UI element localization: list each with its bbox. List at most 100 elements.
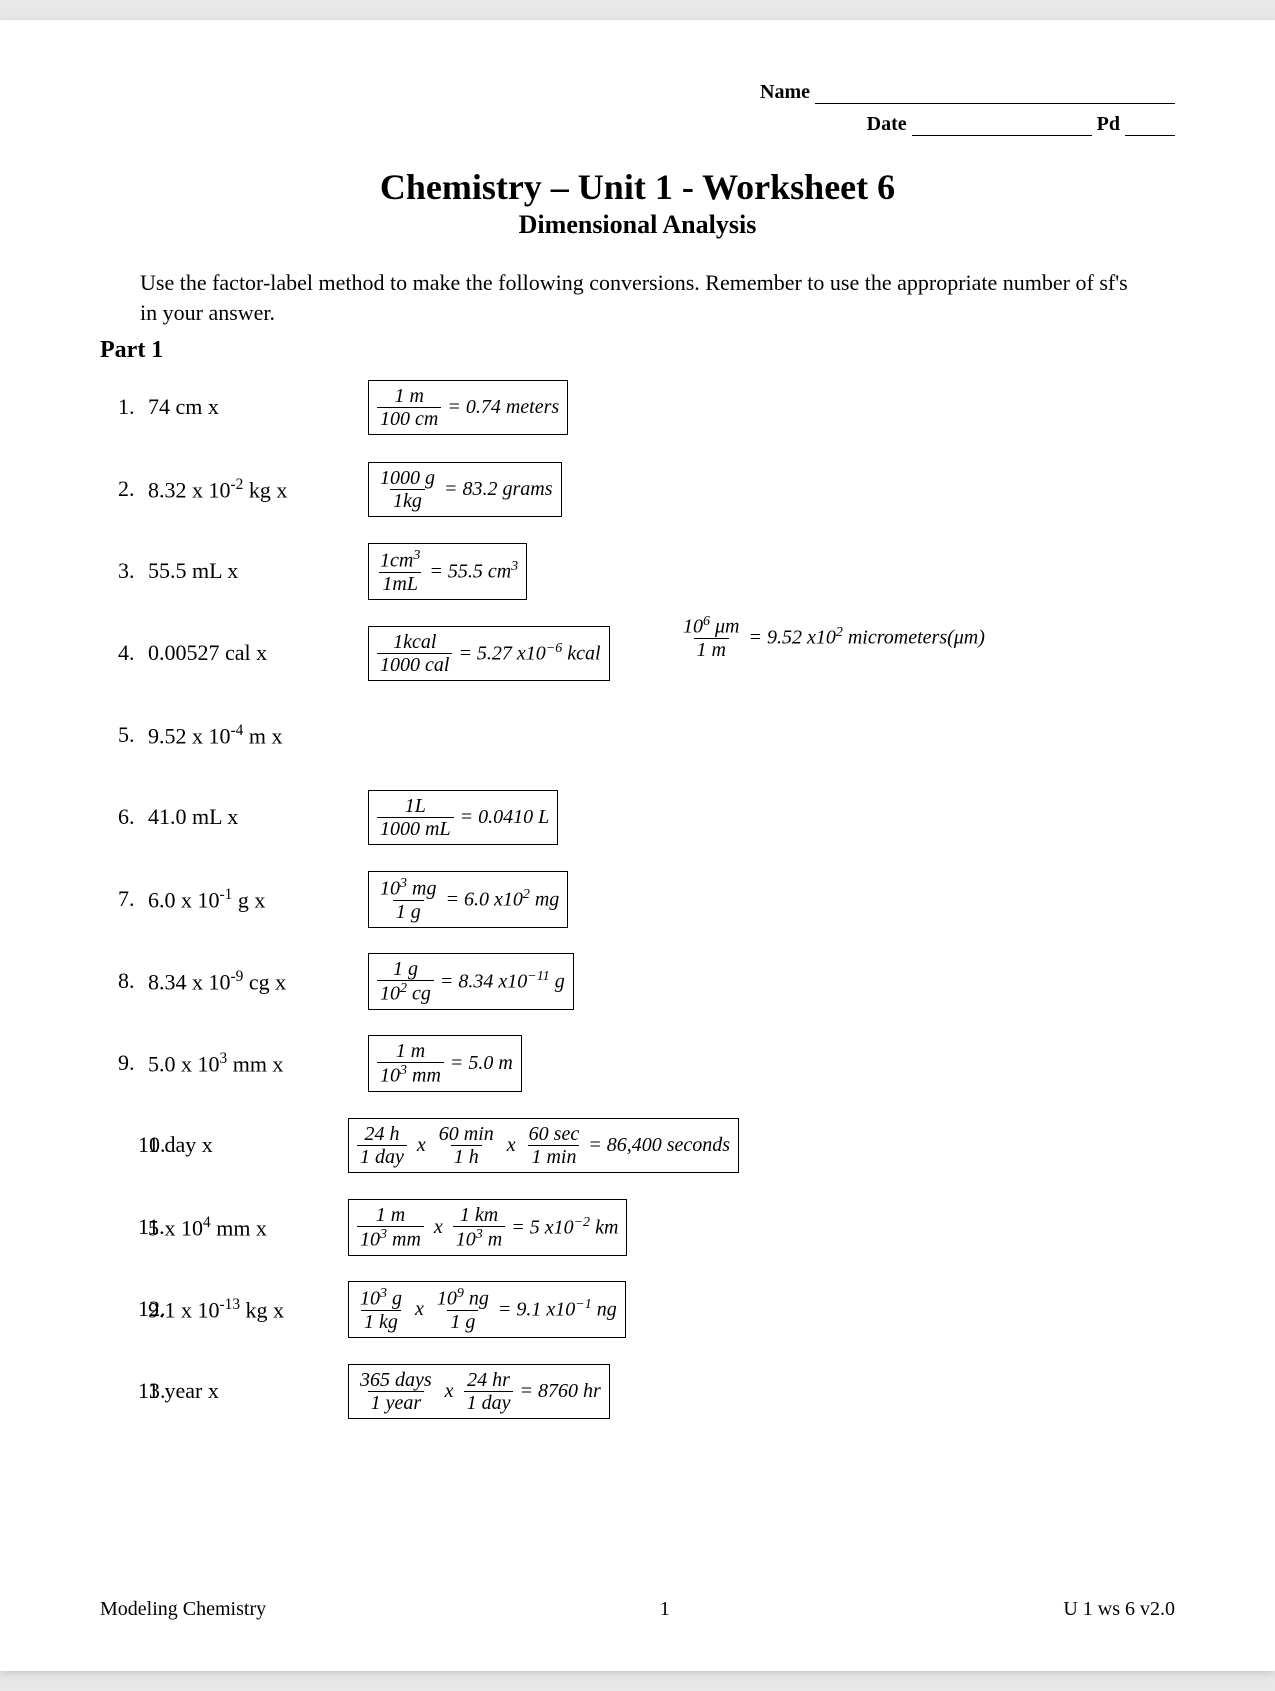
problem-number: 5. (100, 722, 148, 748)
side-answer-result: = 9.52 x102 micrometers(μm) (748, 625, 984, 650)
problem-row: 10.1 day x 24 h1 day x 60 min1 h x 60 sec1 mi… (100, 1106, 1175, 1184)
answer-result: = 8760 hr (519, 1380, 600, 1403)
fraction-numerator: 103 g (357, 1286, 405, 1310)
fraction-numerator: 1 m (373, 1204, 408, 1226)
answer-box: 1cm31mL = 55.5 cm3 (368, 543, 527, 600)
problem-number: 10. (100, 1132, 148, 1158)
fraction-denominator: 103 mm (357, 1226, 424, 1251)
footer-left: Modeling Chemistry (100, 1598, 266, 1621)
fraction-numerator: 106 μm (680, 614, 742, 638)
problem-row: 5.9.52 x 10-4 m x (100, 696, 1175, 774)
fraction: 1kcal1000 cal (377, 631, 452, 676)
fraction-numerator: 1 g (390, 958, 421, 980)
problem-given: 8.32 x 10-2 kg x (148, 476, 368, 503)
header-fields: Name Date Pd (100, 80, 1175, 136)
fraction: 60 sec1 min (526, 1123, 583, 1168)
problem-given: 6.0 x 10-1 g x (148, 886, 368, 913)
problem-number: 1. (100, 394, 148, 420)
fraction-denominator: 100 cm (377, 407, 441, 430)
fraction-numerator: 1 m (391, 385, 426, 407)
fraction-numerator: 365 days (357, 1369, 435, 1391)
fraction-numerator: 24 hr (464, 1369, 513, 1391)
fraction-denominator: 1 m (694, 638, 729, 661)
problem-number: 7. (100, 886, 148, 912)
fraction-denominator: 1000 cal (377, 653, 452, 676)
fraction: 24 hr1 day (464, 1369, 514, 1414)
fraction: 1L1000 mL (377, 795, 454, 840)
answer-result: = 9.1 x10−1 ng (498, 1297, 617, 1322)
problem-number: 8. (100, 968, 148, 994)
answer-result: = 5.27 x10−6 kcal (458, 641, 600, 666)
fraction-numerator: 1kcal (390, 631, 439, 653)
problem-row: 9.5.0 x 103 mm x1 m103 mm= 5.0 m (100, 1024, 1175, 1102)
fraction-denominator: 1 day (357, 1145, 407, 1168)
fraction: 1 g102 cg (377, 958, 434, 1005)
fraction: 106 μm1 m (680, 614, 742, 661)
problem-number: 12. (100, 1296, 148, 1322)
pd-label: Pd (1097, 113, 1120, 135)
problem-given: 55.5 mL x (148, 558, 368, 584)
name-blank[interactable] (815, 80, 1175, 104)
fraction-denominator: 1mL (379, 572, 421, 595)
answer-result: = 86,400 seconds (588, 1134, 730, 1157)
part-label: Part 1 (100, 337, 1175, 364)
answer-box: 365 days1 yearx24 hr1 day= 8760 hr (348, 1364, 610, 1419)
problem-row: 6.41.0 mL x1L1000 mL= 0.0410 L (100, 778, 1175, 856)
fraction-denominator: 1 kg (361, 1310, 401, 1333)
answer-box: 1 m100 cm = 0.74 meters (368, 380, 568, 435)
fraction-numerator: 60 min (436, 1123, 497, 1145)
fraction: 1000 g1kg (377, 467, 438, 512)
fraction-denominator: 1 min (528, 1145, 579, 1168)
date-blank[interactable] (912, 112, 1092, 136)
answer-result: = 5.0 m (450, 1052, 513, 1075)
fraction: 24 h1 day (357, 1123, 407, 1168)
fraction-denominator: 1 g (393, 900, 424, 923)
problem-row: 1.74 cm x1 m100 cm= 0.74 meters (100, 368, 1175, 446)
fraction-numerator: 1 m (393, 1040, 428, 1062)
fraction: 1 m103 mm (357, 1204, 424, 1251)
problem-given: 1 day x (148, 1132, 348, 1158)
problem-row: 4.0.00527 cal x1kcal1000 cal= 5.27 x10−6… (100, 614, 1175, 692)
fraction: 60 min1 h (436, 1123, 497, 1168)
answer-result: = 55.5 cm3 (429, 559, 518, 584)
answer-box: 1kcal1000 cal= 5.27 x10−6 kcal (368, 626, 610, 681)
answer-box: 1 m103 mm= 5.0 m (368, 1035, 522, 1092)
fraction: 1 m100 cm (377, 385, 441, 430)
fraction-numerator: 1 km (457, 1204, 501, 1226)
problems-list: 1.74 cm x1 m100 cm= 0.74 meters2.8.32 x … (100, 368, 1175, 1430)
date-label: Date (867, 113, 907, 135)
fraction-denominator: 1 year (368, 1391, 425, 1414)
fraction: 365 days1 year (357, 1369, 435, 1414)
answer-result: = 0.74 meters (447, 396, 559, 419)
fraction-denominator: 1000 mL (377, 817, 454, 840)
page-footer: Modeling Chemistry 1 U 1 ws 6 v2.0 (100, 1598, 1175, 1621)
answer-box: 1 g102 cg= 8.34 x10−11 g (368, 953, 574, 1010)
fraction-denominator: 1 g (447, 1310, 478, 1333)
problem-number: 6. (100, 804, 148, 830)
problem-number: 2. (100, 476, 148, 502)
footer-right: U 1 ws 6 v2.0 (1063, 1598, 1175, 1621)
problem-row: 8.8.34 x 10-9 cg x1 g102 cg= 8.34 x10−11… (100, 942, 1175, 1020)
pd-blank[interactable] (1125, 112, 1175, 136)
fraction: 109 ng1 g (434, 1286, 492, 1333)
problem-row: 13.1 year x365 days1 yearx24 hr1 day= 87… (100, 1352, 1175, 1430)
multiply-symbol: x (411, 1298, 428, 1321)
fraction-denominator: 102 cg (377, 980, 434, 1005)
worksheet-subtitle: Dimensional Analysis (100, 210, 1175, 240)
answer-result: = 6.0 x102 mg (445, 887, 559, 912)
answer-result: = 5 x10−2 km (511, 1215, 618, 1240)
worksheet-title: Chemistry – Unit 1 - Worksheet 6 (100, 166, 1175, 208)
fraction-numerator: 103 mg (377, 876, 439, 900)
answer-box: 1L1000 mL= 0.0410 L (368, 790, 558, 845)
fraction-numerator: 1cm3 (377, 548, 423, 572)
fraction-denominator: 1 day (464, 1391, 514, 1414)
fraction-numerator: 60 sec (526, 1123, 583, 1145)
multiply-symbol: x (503, 1134, 520, 1157)
problem-number: 9. (100, 1050, 148, 1076)
problem-number: 13. (100, 1378, 148, 1404)
fraction-denominator: 103 m (453, 1226, 505, 1251)
problem-given: 41.0 mL x (148, 804, 368, 830)
fraction: 1 km103 m (453, 1204, 505, 1251)
multiply-symbol: x (413, 1134, 430, 1157)
fraction-numerator: 1000 g (377, 467, 438, 489)
